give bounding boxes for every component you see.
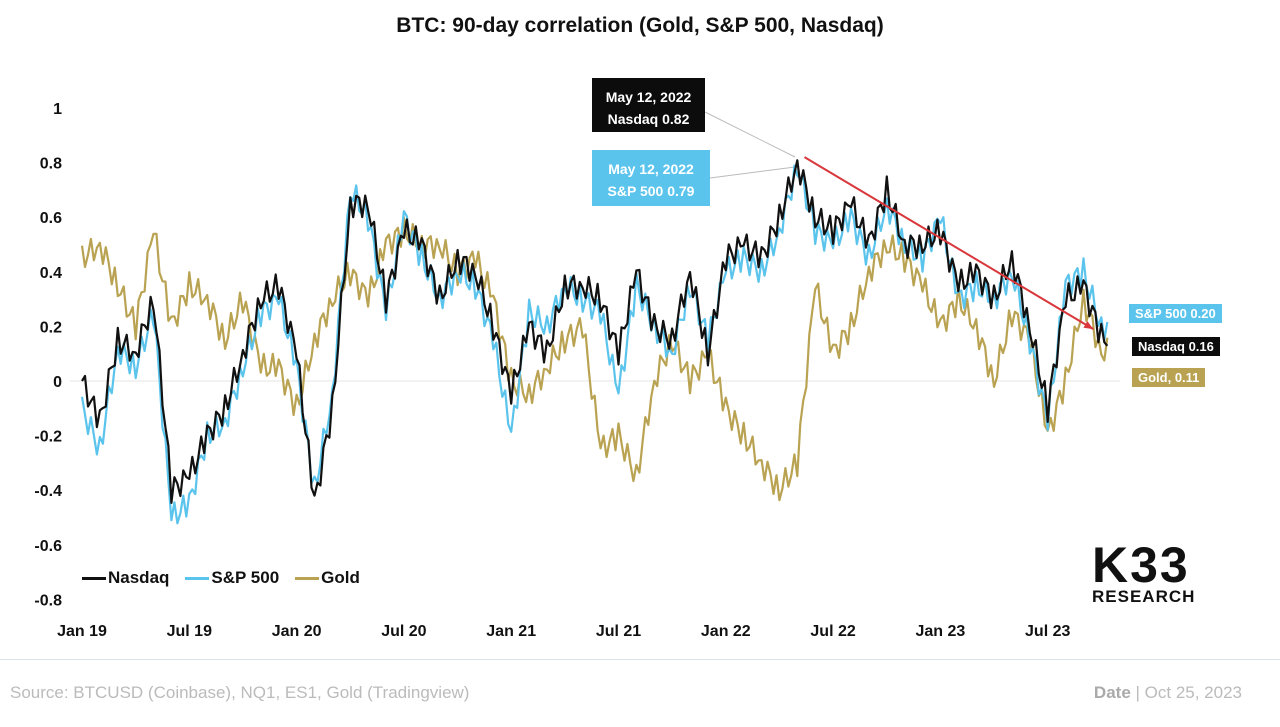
x-tick-label: Jul 23	[1025, 623, 1070, 640]
x-tick-label: Jul 19	[167, 623, 212, 640]
annotation-date: May 12, 2022	[605, 89, 692, 105]
y-tick-label: 0.4	[40, 265, 62, 282]
logo-main: K33	[1092, 537, 1190, 593]
annotation-value: S&P 500 0.79	[607, 183, 695, 199]
k33-logo: K33 RESEARCH	[1092, 537, 1196, 606]
source-note: Source: BTCUSD (Coinbase), NQ1, ES1, Gol…	[10, 683, 470, 702]
legend-item-gold: Gold	[295, 568, 360, 588]
trend-arrow-head	[1083, 321, 1094, 330]
y-tick-label: -0.8	[34, 592, 62, 609]
end-label-gold: Gold, 0.11	[1132, 368, 1206, 387]
date-note: Date | Oct 25, 2023	[1094, 683, 1242, 703]
legend: Nasdaq S&P 500 Gold	[82, 568, 360, 588]
x-tick-label: Jul 20	[381, 623, 426, 640]
y-tick-label: 1	[53, 101, 62, 118]
annotation-value: Nasdaq 0.82	[607, 111, 690, 127]
x-tick-label: Jan 23	[915, 623, 965, 640]
series-line-nasdaq	[81, 159, 1109, 504]
legend-label: Gold	[321, 568, 360, 587]
x-tick-label: Jul 21	[596, 623, 641, 640]
legend-swatch	[295, 577, 320, 581]
annotation-leader	[704, 111, 796, 158]
trend-arrow-line	[803, 156, 1094, 330]
legend-swatch	[185, 577, 210, 581]
y-tick-label: -0.4	[34, 483, 62, 500]
legend-item-nasdaq: Nasdaq	[82, 568, 169, 588]
annotation-date: May 12, 2022	[608, 161, 694, 177]
y-tick-label: -0.6	[34, 538, 62, 555]
legend-label: S&P 500	[211, 568, 280, 587]
x-tick-label: Jan 19	[57, 623, 107, 640]
footer-divider	[0, 659, 1280, 660]
legend-item-sp500: S&P 500	[185, 568, 279, 588]
y-tick-label: 0	[53, 374, 62, 391]
y-tick-label: 0.8	[40, 156, 62, 173]
y-tick-label: -0.2	[34, 429, 62, 446]
y-tick-label: 0.6	[40, 210, 62, 227]
annotation-leader	[709, 166, 796, 179]
x-tick-label: Jan 20	[272, 623, 322, 640]
date-label: Date	[1093, 683, 1131, 702]
legend-label: Nasdaq	[108, 568, 170, 587]
end-label-nasdaq: Nasdaq 0.16	[1132, 337, 1220, 356]
logo-sub: RESEARCH	[1092, 587, 1196, 606]
end-label-sp500: S&P 500 0.20	[1129, 304, 1222, 323]
x-tick-label: Jan 21	[486, 623, 536, 640]
chart-title: BTC: 90-day correlation (Gold, S&P 500, …	[396, 14, 884, 37]
series-line-sp500	[80, 164, 1109, 525]
annotation-sp-peak: May 12, 2022 S&P 500 0.79	[592, 150, 710, 206]
annotation-nasdaq-peak: May 12, 2022 Nasdaq 0.82	[592, 78, 705, 132]
legend-swatch	[82, 577, 106, 581]
y-tick-label: 0.2	[40, 319, 62, 336]
date-value: | Oct 25, 2023	[1135, 683, 1242, 702]
x-tick-label: Jan 22	[701, 623, 751, 640]
x-tick-label: Jul 22	[810, 623, 855, 640]
